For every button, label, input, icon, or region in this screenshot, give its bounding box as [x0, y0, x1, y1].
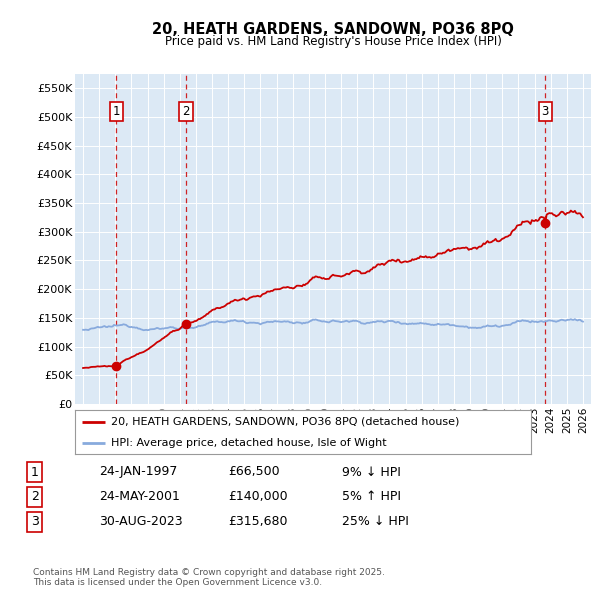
- Text: 3: 3: [542, 104, 549, 117]
- Text: 25% ↓ HPI: 25% ↓ HPI: [342, 515, 409, 528]
- Text: 24-JAN-1997: 24-JAN-1997: [99, 466, 178, 478]
- Text: 9% ↓ HPI: 9% ↓ HPI: [342, 466, 401, 478]
- Text: 5% ↑ HPI: 5% ↑ HPI: [342, 490, 401, 503]
- Text: 24-MAY-2001: 24-MAY-2001: [99, 490, 180, 503]
- Text: £140,000: £140,000: [228, 490, 287, 503]
- Text: 20, HEATH GARDENS, SANDOWN, PO36 8PQ: 20, HEATH GARDENS, SANDOWN, PO36 8PQ: [152, 22, 514, 37]
- Text: £315,680: £315,680: [228, 515, 287, 528]
- Text: 2: 2: [182, 104, 190, 117]
- Text: 30-AUG-2023: 30-AUG-2023: [99, 515, 182, 528]
- Text: 20, HEATH GARDENS, SANDOWN, PO36 8PQ (detached house): 20, HEATH GARDENS, SANDOWN, PO36 8PQ (de…: [110, 417, 459, 427]
- Text: 2: 2: [31, 490, 39, 503]
- Text: £66,500: £66,500: [228, 466, 280, 478]
- Text: HPI: Average price, detached house, Isle of Wight: HPI: Average price, detached house, Isle…: [110, 438, 386, 448]
- Text: Contains HM Land Registry data © Crown copyright and database right 2025.
This d: Contains HM Land Registry data © Crown c…: [33, 568, 385, 587]
- Text: Price paid vs. HM Land Registry's House Price Index (HPI): Price paid vs. HM Land Registry's House …: [164, 35, 502, 48]
- Text: 1: 1: [113, 104, 120, 117]
- Text: 3: 3: [31, 515, 39, 528]
- Text: 1: 1: [31, 466, 39, 478]
